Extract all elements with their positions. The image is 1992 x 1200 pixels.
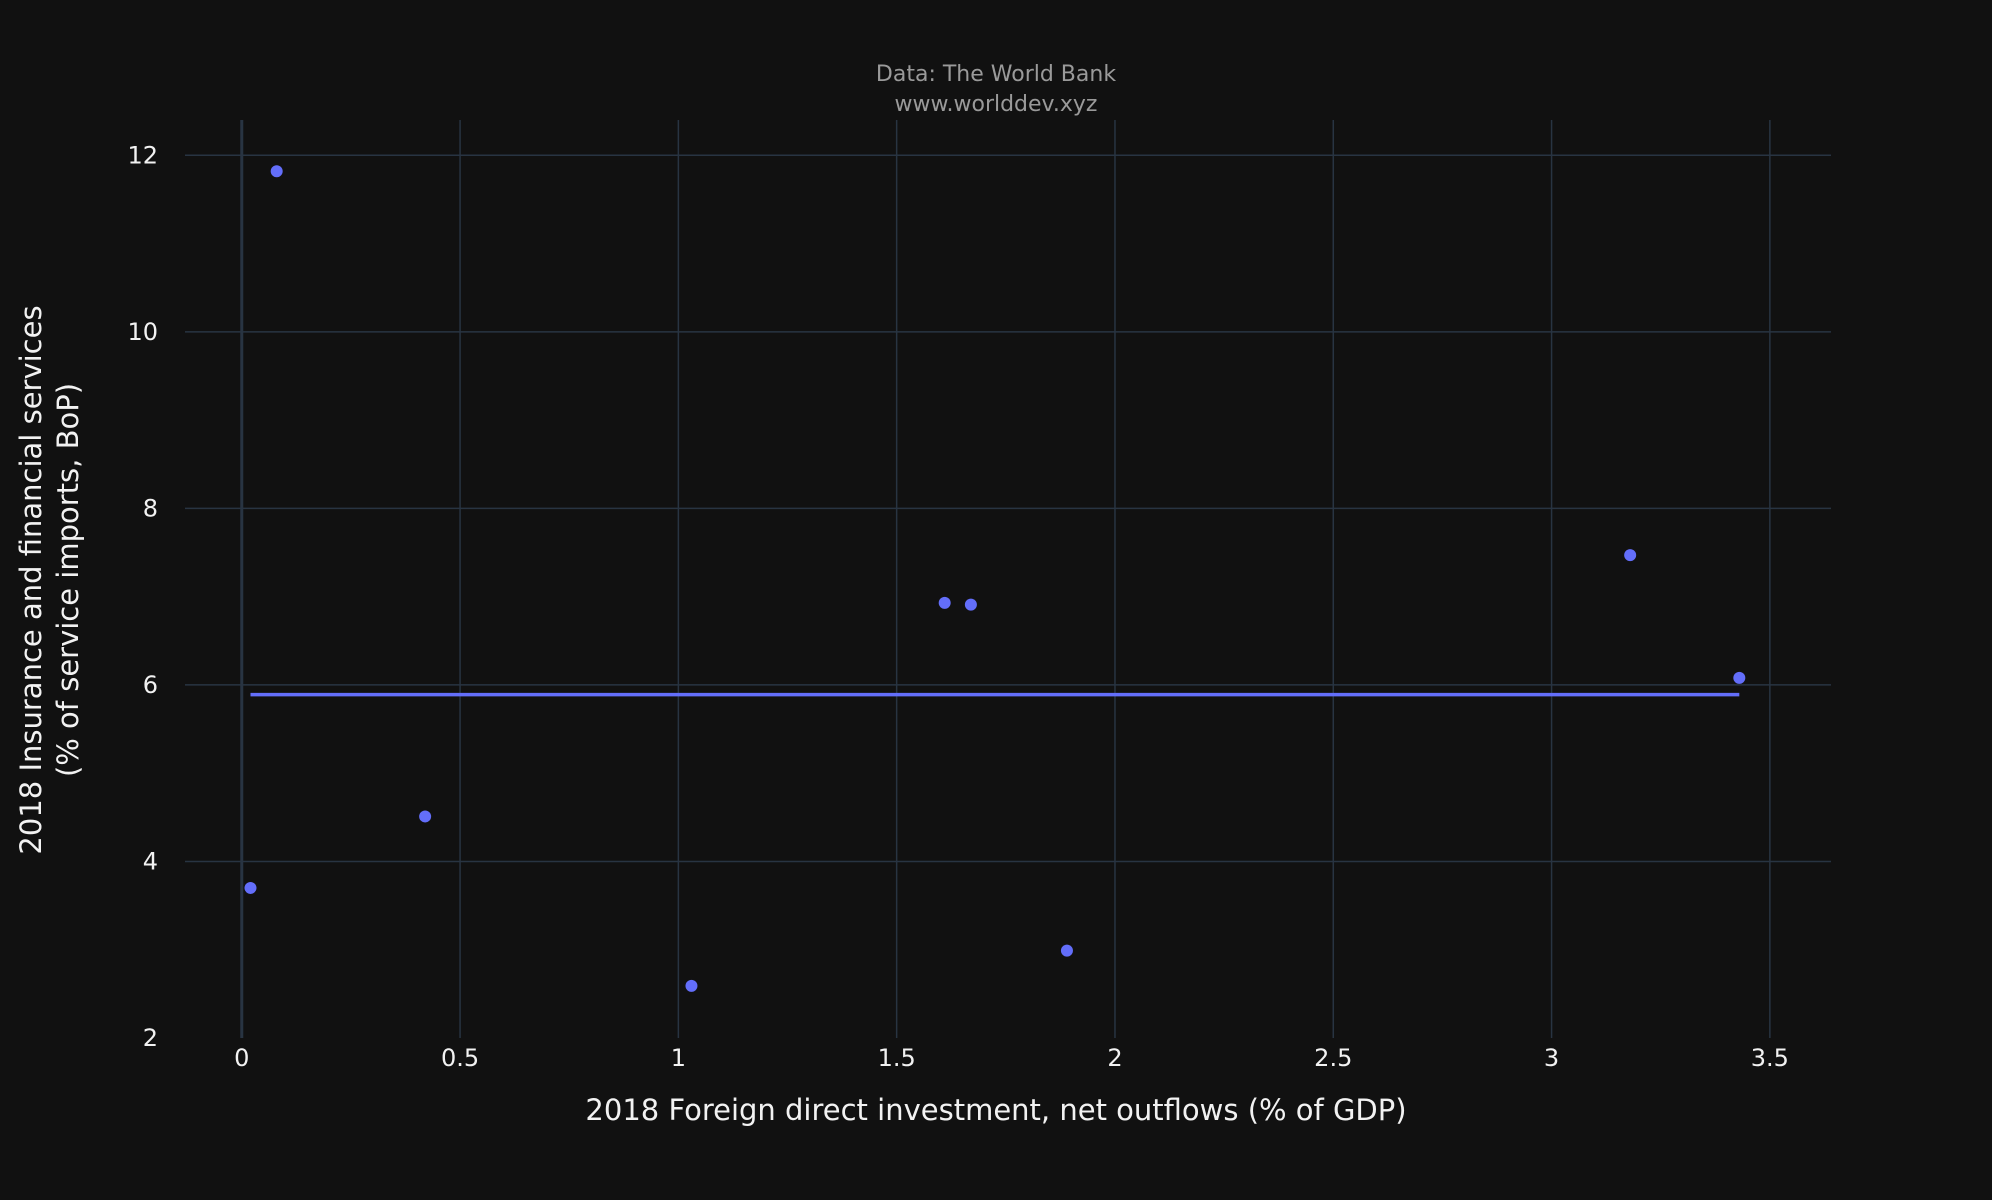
x-tick-label: 0.5	[441, 1044, 479, 1072]
data-points	[244, 165, 1746, 992]
x-tick-label: 2.5	[1314, 1044, 1352, 1072]
chart-subtitle-line-2: www.worlddev.xyz	[895, 92, 1098, 117]
x-tick-label: 1	[671, 1044, 686, 1072]
grid-lines	[185, 120, 1831, 1038]
data-point[interactable]	[1624, 549, 1637, 562]
y-tick-label: 2	[143, 1024, 158, 1052]
chart-subtitle-line-1: Data: The World Bank	[876, 62, 1116, 87]
y-axis-title-line-2: (% of service imports, BoP)	[51, 383, 85, 777]
data-point[interactable]	[1733, 671, 1746, 684]
data-point[interactable]	[938, 596, 951, 609]
data-point[interactable]	[244, 881, 257, 894]
x-tick-label: 1.5	[878, 1044, 916, 1072]
y-axis-title: 2018 Insurance and financial services (%…	[14, 305, 85, 854]
y-tick-label: 10	[127, 318, 158, 346]
x-tick-label: 2	[1107, 1044, 1122, 1072]
y-axis-title-line-1: 2018 Insurance and financial services	[14, 305, 48, 854]
y-tick-label: 8	[143, 494, 158, 522]
y-tick-label: 6	[143, 671, 158, 699]
data-point[interactable]	[685, 979, 698, 992]
x-axis-ticks: 0 0.5 1 1.5 2 2.5 3 3.5	[234, 1044, 1789, 1072]
data-point[interactable]	[1060, 944, 1073, 957]
x-axis-title: 2018 Foreign direct investment, net outf…	[585, 1093, 1406, 1127]
x-tick-label: 0	[234, 1044, 249, 1072]
y-tick-label: 4	[143, 847, 158, 875]
data-point[interactable]	[270, 165, 283, 178]
y-tick-label: 12	[127, 141, 158, 169]
data-point[interactable]	[419, 810, 432, 823]
x-tick-label: 3.5	[1751, 1044, 1789, 1072]
y-axis-ticks: 2 4 6 8 10 12	[127, 141, 158, 1052]
data-point[interactable]	[964, 598, 977, 611]
x-tick-label: 3	[1544, 1044, 1559, 1072]
